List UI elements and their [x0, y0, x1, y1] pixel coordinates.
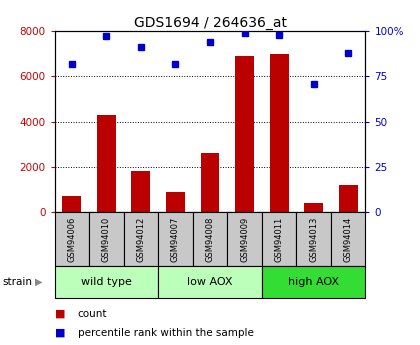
- Bar: [158, 212, 193, 266]
- Bar: [262, 266, 365, 298]
- Bar: [89, 212, 123, 266]
- Text: ▶: ▶: [35, 277, 42, 287]
- Text: strain: strain: [2, 277, 32, 287]
- Text: GSM94007: GSM94007: [171, 216, 180, 262]
- Bar: [55, 212, 89, 266]
- Bar: [227, 212, 262, 266]
- Text: GSM94010: GSM94010: [102, 216, 111, 262]
- Text: GDS1694 / 264636_at: GDS1694 / 264636_at: [134, 16, 286, 30]
- Bar: [55, 266, 158, 298]
- Bar: [297, 212, 331, 266]
- Text: ■: ■: [55, 309, 65, 319]
- Text: GSM94006: GSM94006: [67, 216, 76, 262]
- Text: low AOX: low AOX: [187, 277, 233, 287]
- Bar: [193, 212, 227, 266]
- Bar: [270, 54, 289, 212]
- Text: GSM94009: GSM94009: [240, 216, 249, 262]
- Bar: [158, 266, 262, 298]
- Bar: [339, 185, 357, 212]
- Bar: [131, 171, 150, 212]
- Text: wild type: wild type: [81, 277, 132, 287]
- Text: ■: ■: [55, 328, 65, 338]
- Text: GSM94008: GSM94008: [205, 216, 215, 262]
- Bar: [304, 203, 323, 212]
- Text: GSM94014: GSM94014: [344, 216, 353, 262]
- Bar: [262, 212, 297, 266]
- Text: high AOX: high AOX: [288, 277, 339, 287]
- Bar: [63, 196, 81, 212]
- Text: GSM94011: GSM94011: [275, 216, 284, 262]
- Bar: [331, 212, 365, 266]
- Text: count: count: [78, 309, 107, 319]
- Bar: [97, 115, 116, 212]
- Bar: [123, 212, 158, 266]
- Bar: [166, 192, 185, 212]
- Text: GSM94013: GSM94013: [309, 216, 318, 262]
- Text: percentile rank within the sample: percentile rank within the sample: [78, 328, 254, 338]
- Text: GSM94012: GSM94012: [136, 216, 145, 262]
- Bar: [235, 56, 254, 212]
- Bar: [200, 153, 220, 212]
